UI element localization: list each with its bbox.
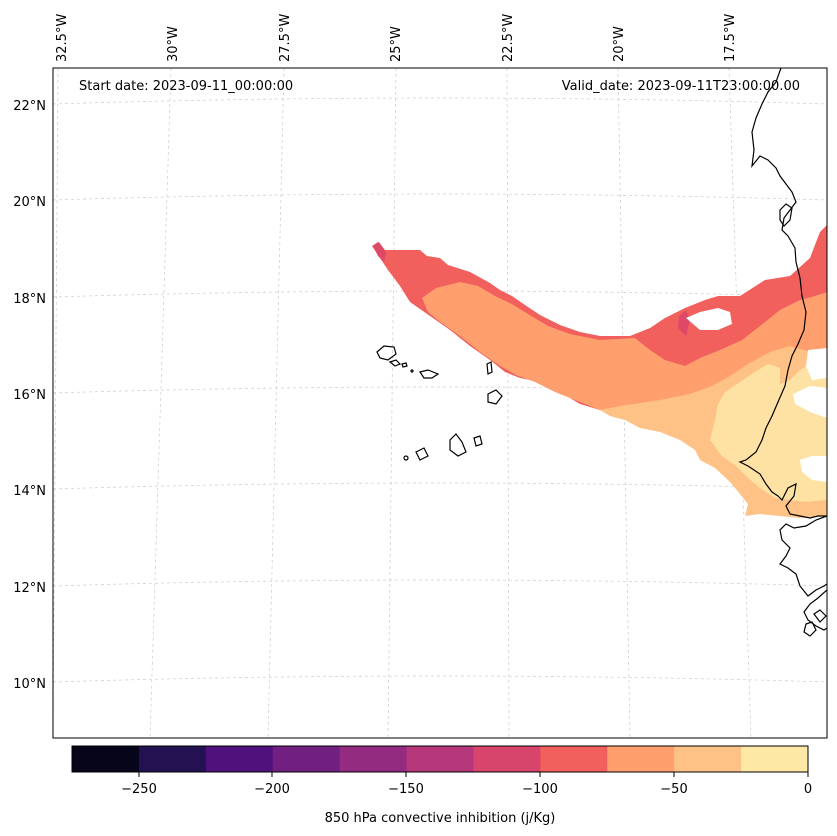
lat-tick-label: 20°N [13,195,46,210]
longitude-tick-labels: 32.5°W 30°W 27.5°W 25°W 22.5°W 20°W 17.5… [55,14,738,62]
lat-tick-label: 14°N [13,484,46,499]
longitude-gridlines [53,68,752,738]
colorbar-tick-label: −100 [522,782,558,797]
contour-gap-d [686,308,732,330]
colorbar-tick-label: −250 [121,782,157,797]
lon-tick-label: 30°W [166,26,181,62]
colorbar-bin [607,746,675,772]
lat-tick-label: 22°N [13,99,46,114]
colorbar-bin [339,746,408,772]
coastline-bijagos [803,609,827,637]
colorbar-tick-label: −200 [254,782,290,797]
colorbar-bin [540,746,608,772]
valid-date-label: Valid_date: 2023-09-11T23:00:00.00 [562,79,800,94]
lon-tick-label: 20°W [612,26,627,62]
contour-minus-125-a [373,242,386,262]
colorbar-tick-label: −150 [388,782,424,797]
coastline-africa [738,68,827,519]
lon-tick-label: 17.5°W [723,14,738,62]
colorbar-bin [138,746,207,772]
contour-gap-c [806,348,827,380]
cape-verde-islands [376,345,503,461]
coastline-africa-south [779,515,827,597]
latitude-tick-labels: 22°N 20°N 18°N 16°N 14°N 12°N 10°N [13,99,46,692]
lat-tick-label: 18°N [13,292,46,307]
contour-gap-a [793,386,827,418]
lat-tick-label: 16°N [13,388,46,403]
colorbar-bin [72,746,140,772]
lon-tick-label: 32.5°W [55,14,70,62]
lat-tick-label: 12°N [13,581,46,596]
map-frame [52,67,828,739]
colorbar-bin [406,746,474,772]
colorbar-bin [473,746,541,772]
lat-tick-label: 10°N [13,677,46,692]
colorbar-ticks: −250 −200 −150 −100 −50 0 [121,772,812,797]
contour-gap-b [800,456,827,482]
colorbar [72,746,809,772]
colorbar-title: 850 hPa convective inhibition (j/Kg) [325,811,556,826]
colorbar-bin [741,746,809,772]
colorbar-bin [674,746,742,772]
map-content [53,68,827,738]
coastline-banc-arguin [779,203,793,227]
colorbar-frame [71,745,809,773]
start-date-label: Start date: 2023-09-11_00:00:00 [79,79,293,94]
lon-tick-label: 22.5°W [501,14,516,62]
colorbar-tick-label: 0 [804,782,812,797]
latitude-gridlines [53,97,827,683]
lon-tick-label: 27.5°W [278,14,293,62]
contour-minus-125-b [678,310,690,336]
colorbar-bin [205,746,274,772]
colorbar-tick-label: −50 [660,782,687,797]
colorbar-bin [272,746,341,772]
coastline-bissau [803,589,827,631]
lon-tick-label: 25°W [389,26,404,62]
cin-contours [372,225,827,518]
